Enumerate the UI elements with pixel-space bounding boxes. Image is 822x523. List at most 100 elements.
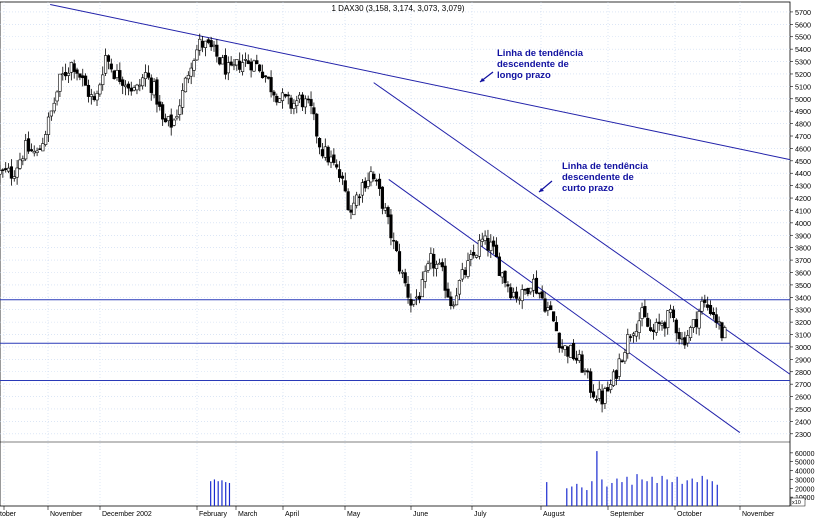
candle-body [198, 38, 202, 51]
candle-body [557, 332, 561, 349]
candle-body [649, 327, 653, 331]
candle-body [46, 116, 51, 135]
candle-body [614, 370, 618, 379]
time-axis: tober November December 2002 February March A… [0, 506, 775, 518]
candle-body [420, 279, 424, 298]
candle-body [232, 64, 236, 67]
candle-body [35, 150, 39, 153]
volume-tick-label: 60000 [795, 451, 815, 458]
candle-body [397, 251, 402, 272]
price-tick-label: 2600 [795, 393, 811, 402]
candle-body [723, 327, 727, 339]
price-tick-label: 5300 [795, 58, 811, 67]
candle-body [489, 241, 493, 251]
candle-body [591, 391, 596, 398]
candle-body [606, 387, 610, 392]
candle-body [292, 103, 296, 109]
candle-body [691, 319, 696, 328]
candle-body [457, 280, 462, 295]
candle-body [15, 167, 19, 178]
candle-body [500, 272, 504, 278]
candle-body [163, 118, 168, 123]
candle-body [123, 84, 128, 88]
candle-body [189, 67, 193, 77]
candle-body [717, 321, 721, 324]
candle-body [75, 69, 79, 74]
candle-body [412, 300, 416, 305]
candle-body [1, 169, 5, 171]
annotation-arrowhead [480, 78, 485, 82]
candle-body [680, 337, 684, 340]
candle-body [6, 167, 11, 172]
candle-body [520, 289, 524, 302]
annotation-long-term-line: longo prazo [497, 70, 551, 81]
candle-body [443, 265, 447, 291]
candle-body [631, 333, 636, 336]
price-tick-label: 3200 [795, 318, 811, 327]
candle-body [566, 346, 570, 357]
candle-body [609, 384, 613, 390]
candle-body [460, 269, 464, 280]
candle-body [255, 60, 259, 65]
month-label: March [238, 511, 258, 518]
candle-body [720, 322, 724, 339]
candle-body [711, 311, 715, 315]
candle-body [657, 321, 661, 324]
candle-body [375, 179, 379, 182]
candle-body [452, 304, 456, 307]
candle-body [674, 319, 678, 334]
price-tick-label: 3800 [795, 244, 811, 253]
candle-body [226, 62, 230, 74]
candle-body [386, 207, 390, 218]
price-tick-label: 3500 [795, 281, 811, 290]
candle-body [415, 296, 419, 299]
candle-body [0, 170, 2, 175]
candle-body [141, 77, 145, 87]
candle-body [395, 241, 399, 252]
candle-body [569, 344, 573, 358]
candle-body [509, 287, 513, 299]
candle-body [206, 39, 210, 43]
price-tick-label: 2800 [795, 368, 811, 377]
candle-body [84, 75, 88, 86]
candle-body [629, 336, 633, 338]
candle-body [366, 180, 370, 187]
candle-body [109, 63, 113, 70]
candle-body [469, 254, 473, 260]
candle-body [286, 94, 290, 97]
price-tick-label: 4100 [795, 206, 811, 215]
candle-body [229, 61, 233, 66]
candle-body [69, 62, 73, 73]
candle-body [240, 62, 245, 72]
candle-body [623, 352, 627, 362]
candle-body [337, 169, 342, 178]
month-label: May [347, 511, 361, 518]
candle-body [135, 84, 139, 91]
candle-body [309, 99, 313, 107]
candle-body [118, 70, 122, 82]
price-tick-label: 3900 [795, 231, 811, 240]
price-tick-label: 3700 [795, 256, 811, 265]
candle-body [380, 186, 384, 209]
candle-body [275, 95, 279, 103]
candle-body [223, 55, 228, 75]
candle-body [66, 72, 71, 76]
trendlines [50, 3, 791, 433]
chart-title: 1 DAX30 (3,158, 3,174, 3,073, 3,079) [332, 4, 465, 13]
volume-tick-label: 30000 [795, 477, 815, 484]
candle-body [683, 337, 687, 346]
month-label: April [285, 511, 299, 518]
candle-body [357, 196, 362, 199]
candle-body [637, 320, 641, 333]
month-label: October [677, 511, 703, 518]
candle-body [249, 61, 253, 71]
candle-body [215, 44, 219, 57]
candle-body [666, 310, 670, 328]
candle-body [363, 180, 367, 189]
candle-body [218, 57, 222, 65]
candle-body [243, 59, 248, 61]
candle-body [58, 73, 62, 92]
candle-body [534, 277, 539, 294]
candle-body [480, 238, 484, 242]
month-label: July [474, 511, 487, 518]
